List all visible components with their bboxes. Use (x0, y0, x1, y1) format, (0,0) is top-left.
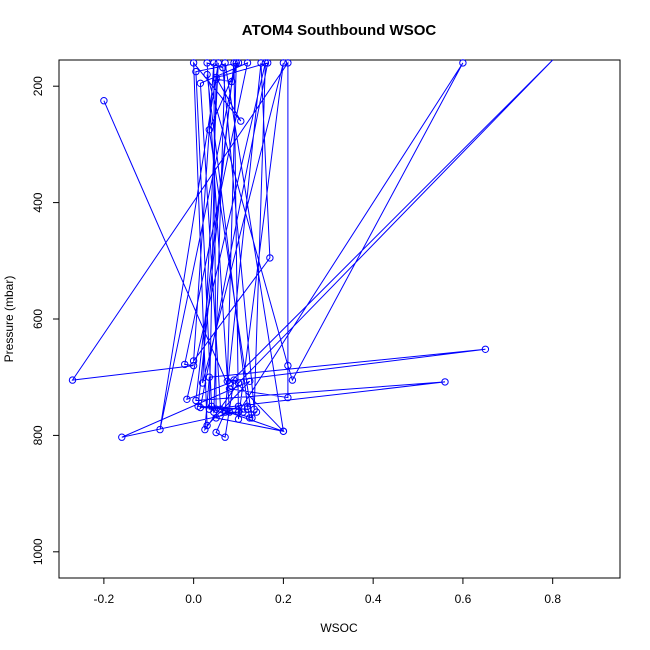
data-point (205, 405, 214, 413)
data-point (203, 70, 211, 79)
data-point (219, 63, 227, 72)
data-point (243, 402, 252, 410)
y-tick-label: 1000 (31, 538, 45, 565)
data-point (203, 421, 211, 430)
y-axis-label: Pressure (mbar) (2, 276, 16, 363)
data-point (248, 414, 256, 422)
x-tick-label: 0.4 (365, 592, 382, 606)
data-point (192, 67, 200, 76)
data-point (201, 425, 209, 434)
data-point (459, 59, 467, 67)
data-point (196, 79, 205, 88)
data-point (230, 376, 238, 384)
data-point (237, 117, 245, 125)
data-point (441, 378, 449, 386)
x-tick-label: 0.2 (275, 592, 292, 606)
data-point (189, 357, 198, 365)
data-point (221, 433, 229, 441)
data-point (189, 59, 198, 67)
plot-frame (58, 59, 621, 579)
series-line (71, 59, 554, 438)
x-tick-label: 0.6 (455, 592, 472, 606)
data-point (284, 393, 292, 402)
x-axis: -0.2 0.0 0.2 0.4 0.6 0.8 (94, 578, 561, 606)
data-point (225, 385, 234, 393)
data-point (205, 373, 214, 381)
y-tick-label: 400 (31, 192, 45, 212)
data-point (214, 59, 223, 67)
data-point (252, 408, 261, 416)
data-point (205, 126, 214, 134)
data-point (156, 425, 164, 434)
data-point (239, 408, 247, 416)
x-tick-label: 0.8 (544, 592, 561, 606)
data-point (279, 427, 288, 435)
y-tick-label: 800 (31, 425, 45, 445)
data-point (279, 59, 288, 67)
data-point (261, 59, 270, 67)
series-points (68, 59, 490, 441)
series-lines (71, 59, 554, 438)
data-point (183, 395, 191, 403)
data-point (181, 360, 189, 369)
y-axis: 200 400 600 800 1000 (31, 76, 59, 565)
data-point (230, 59, 238, 67)
data-point (100, 97, 108, 105)
data-point (203, 59, 211, 67)
data-point (234, 408, 243, 416)
data-point (246, 377, 254, 385)
y-tick-label: 200 (31, 76, 45, 96)
data-point (234, 415, 243, 423)
data-point (243, 59, 252, 67)
x-tick-label: -0.2 (94, 592, 115, 606)
chart-title: ATOM4 Southbound WSOC (242, 22, 437, 39)
data-point (198, 379, 207, 387)
data-point (266, 254, 274, 262)
data-point (212, 428, 220, 437)
data-point (284, 361, 292, 370)
x-tick-label: 0.0 (185, 592, 202, 606)
data-point (264, 59, 272, 67)
x-axis-label: WSOC (320, 621, 358, 635)
data-point (288, 376, 297, 384)
data-point (481, 345, 490, 353)
data-point (225, 408, 234, 416)
data-point (196, 403, 205, 412)
data-point (234, 402, 243, 410)
data-point (232, 59, 241, 67)
data-point (68, 376, 77, 384)
data-point (212, 73, 220, 82)
data-point (284, 59, 292, 67)
data-point (246, 414, 254, 422)
data-point (228, 77, 236, 86)
data-point (189, 361, 198, 370)
y-tick-label: 600 (31, 309, 45, 329)
data-point (221, 408, 229, 416)
data-point (234, 59, 243, 67)
data-point (118, 433, 126, 441)
data-point (212, 414, 220, 422)
